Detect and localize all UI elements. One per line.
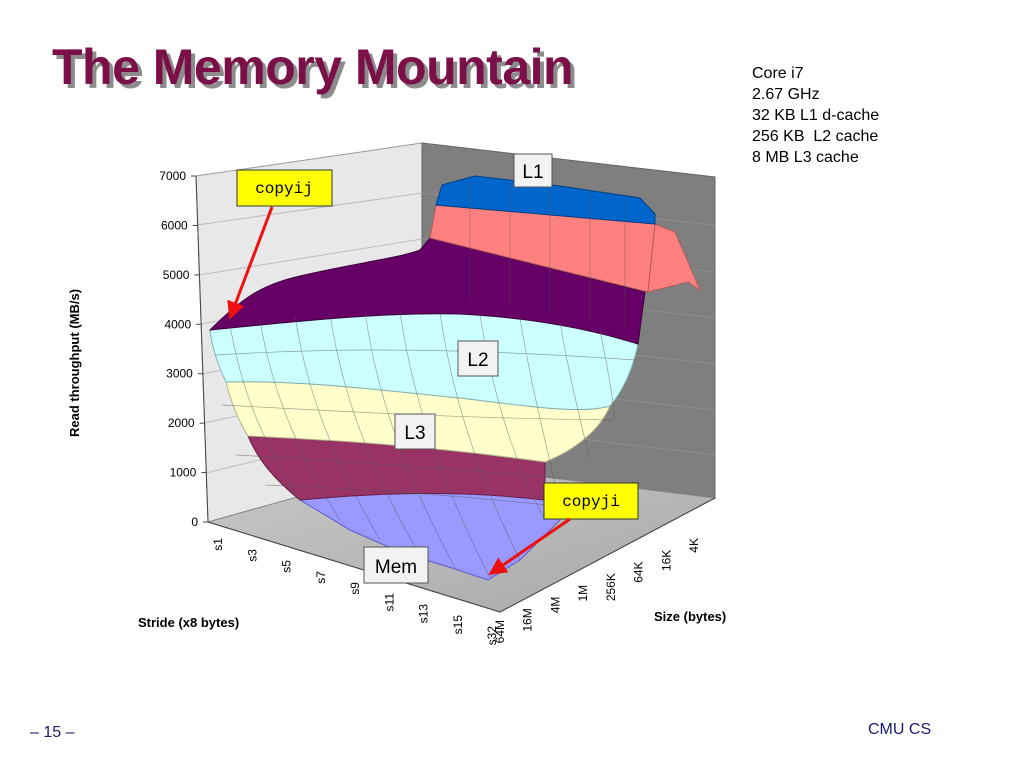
region-label-l1: L1 — [513, 153, 553, 188]
size-tick-label: 64K — [632, 561, 646, 582]
stride-tick-label: s13 — [417, 604, 431, 624]
annotation-copyij: copyij — [227, 169, 333, 320]
spec-line: 256 KB L2 cache — [752, 128, 879, 145]
y-axis: 0 1000 2000 3000 4000 5000 6000 7000 — [159, 169, 209, 529]
size-tick-label: 16K — [659, 550, 673, 571]
y-axis-label: Read throughput (MB/s) — [67, 289, 82, 437]
stride-axis: s1 s3 s5 s7 s9 s11 s13 s15 s32 — [207, 521, 501, 646]
size-tick-label: 16M — [521, 608, 535, 631]
y-tick-label: 3000 — [166, 367, 193, 381]
svg-text:L2: L2 — [467, 350, 488, 371]
page-number: – 15 – — [30, 724, 75, 741]
memory-mountain-chart: 0 1000 2000 3000 4000 5000 6000 7000 Read throu… — [67, 142, 726, 646]
y-tick-label: 4000 — [164, 317, 191, 331]
svg-text:copyij: copyij — [255, 180, 313, 198]
size-tick-label: 256K — [604, 573, 618, 601]
stride-tick-label: s5 — [280, 560, 294, 573]
surface-mesh — [214, 182, 637, 579]
size-tick-label: 4K — [687, 538, 701, 553]
stride-tick-label: s32 — [485, 626, 499, 646]
size-axis: 64M 16M 4M 1M 256K 64K 16K 4K — [493, 497, 716, 643]
y-tick-label: 0 — [191, 515, 198, 529]
slide-title: The Memory Mountain — [52, 39, 574, 95]
y-tick-label: 5000 — [163, 268, 190, 282]
y-tick-label: 1000 — [170, 466, 197, 480]
cpu-specs: Core i7 2.67 GHz 32 KB L1 d-cache 256 KB… — [752, 63, 879, 168]
stride-tick-label: s3 — [245, 549, 259, 562]
y-axis-line — [195, 175, 209, 523]
y-tick-label: 7000 — [159, 169, 186, 183]
stride-tick-label: s9 — [348, 582, 362, 595]
band-l1-tail — [647, 223, 702, 293]
size-axis-line — [499, 497, 716, 613]
y-tick-label: 2000 — [168, 416, 195, 430]
stride-tick-label: s1 — [211, 538, 225, 551]
region-label-l2: L2 — [457, 340, 499, 377]
region-label-mem: Mem — [363, 546, 429, 584]
size-tick-label: 1M — [576, 585, 590, 602]
spec-line: Core i7 — [752, 65, 804, 82]
size-tick-label: 64M — [493, 620, 507, 643]
spec-line: 2.67 GHz — [752, 86, 820, 103]
y-tick-label: 6000 — [161, 218, 188, 232]
svg-text:L3: L3 — [404, 423, 425, 444]
stride-tick-label: s11 — [382, 593, 396, 612]
stride-axis-label: Stride (x8 bytes) — [138, 615, 239, 630]
size-tick-label: 4M — [548, 597, 562, 614]
svg-text:Mem: Mem — [375, 557, 417, 578]
surface — [208, 175, 702, 581]
stride-tick-label: s7 — [314, 571, 328, 584]
annotation-copyji: copyji — [488, 482, 639, 576]
stride-tick-label: s15 — [451, 615, 465, 635]
spec-line: 8 MB L3 cache — [752, 149, 859, 166]
svg-text:L1: L1 — [522, 162, 543, 183]
spec-line: 32 KB L1 d-cache — [752, 107, 880, 124]
band-l2-upper — [208, 237, 646, 345]
svg-text:copyji: copyji — [562, 493, 620, 511]
size-axis-label: Size (bytes) — [654, 609, 726, 624]
stride-axis-line — [207, 521, 501, 613]
band-l1 — [435, 175, 656, 225]
footer-label: CMU CS — [868, 721, 932, 738]
region-label-l3: L3 — [394, 413, 436, 450]
